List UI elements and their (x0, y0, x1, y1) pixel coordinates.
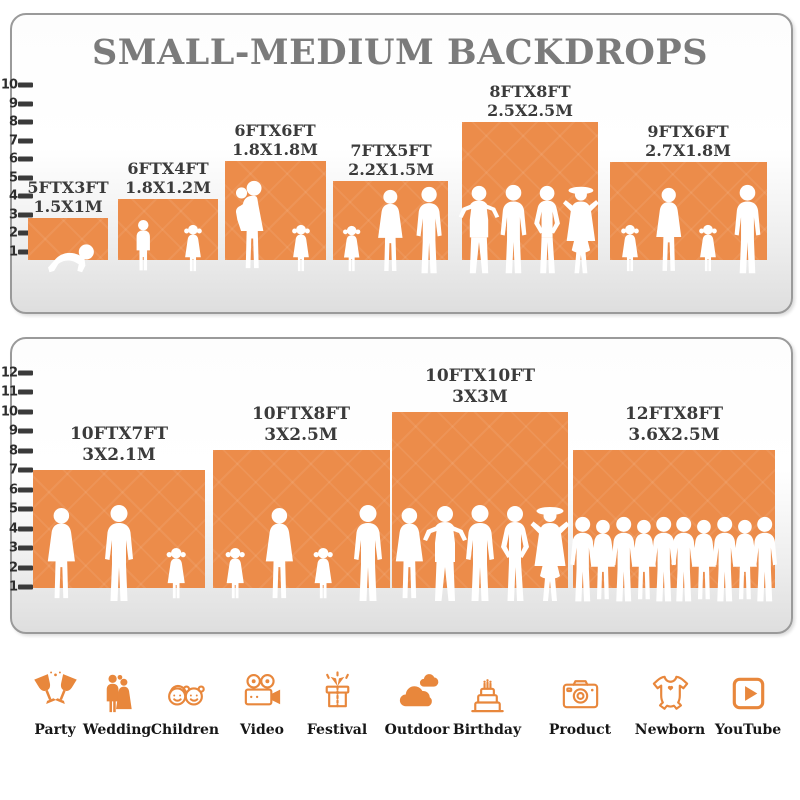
person-silhouette-woman (650, 187, 687, 276)
backdrop-rect-12ftx8ft (573, 450, 775, 588)
category-label: Product (548, 722, 612, 738)
backdrop-size-label: 6FTX4FT 1.8X1.2M (125, 159, 211, 197)
person-silhouette-baby-crawl (40, 242, 97, 276)
backdrop-size-label: 5FTX3FT 1.5X1M (27, 178, 109, 216)
gift-box-icon (325, 671, 349, 708)
category-label: Birthday (452, 722, 522, 738)
person-silhouette-woman-baby (229, 179, 272, 276)
backdrop-size-label: 7FTX5FT 2.2X1.5M (348, 141, 434, 179)
backdrop-rect-10ftx8ft (213, 450, 390, 588)
clouds-icon (399, 674, 438, 707)
backdrop-size-label: 8FTX8FT 2.5X2.5M (487, 82, 573, 120)
backdrop-rect-7ftx5ft (333, 181, 448, 260)
category-label: Video (240, 722, 284, 738)
backdrop-rect-6ftx4ft (118, 199, 218, 260)
category-newborn: Newborn (627, 670, 713, 738)
backdrop-rect-8ftx8ft (462, 122, 598, 260)
category-label: Wedding (82, 722, 152, 738)
person-silhouette-man (349, 504, 387, 604)
camera-icon (562, 680, 598, 709)
person-silhouette-man (730, 184, 765, 276)
backdrop-rect-5ftx3ft (28, 218, 108, 260)
backdrop-rect-10ftx7ft (33, 470, 205, 588)
category-label: YouTube (714, 722, 782, 738)
category-birthday: Birthday (444, 670, 530, 738)
category-label: Newborn (634, 722, 706, 738)
video-camera-icon (244, 674, 280, 706)
backdrop-size-label: 6FTX6FT 1.8X1.8M (232, 121, 318, 159)
person-silhouette-man (412, 186, 446, 276)
backdrop-rect-9ftx6ft (610, 162, 767, 260)
category-outdoor: Outdoor (374, 670, 460, 738)
category-label: Festival (306, 722, 368, 738)
person-silhouette-woman (372, 189, 409, 276)
birthday-cake-icon (470, 679, 504, 713)
person-silhouette-woman (259, 507, 300, 604)
category-label: Children (150, 722, 220, 738)
person-silhouette-man (100, 504, 138, 604)
category-product: Product (537, 670, 623, 738)
backdrop-size-label: 10FTX7FT 3X2.1M (69, 424, 169, 465)
backdrop-rect-10ftx10ft (392, 412, 568, 588)
person-silhouette-boy (129, 219, 158, 276)
person-silhouette-man (748, 516, 781, 604)
category-party: Party (12, 670, 98, 738)
backdrop-size-label: 10FTX10FT 3X3M (425, 366, 535, 407)
person-silhouette-girl (338, 225, 365, 276)
page-title: SMALL-MEDIUM BACKDROPS (91, 32, 709, 73)
person-silhouette-girl (161, 547, 191, 604)
children-icon (167, 684, 205, 706)
youtube-play-icon (732, 677, 764, 710)
category-label: Outdoor (384, 722, 450, 738)
category-youtube: YouTube (705, 670, 791, 738)
category-wedding: Wedding (74, 670, 160, 738)
category-children: Children (142, 670, 228, 738)
person-silhouette-girl (220, 547, 250, 604)
backdrop-rect-6ftx6ft (225, 161, 326, 260)
person-silhouette-woman-hat (557, 184, 605, 276)
person-silhouette-girl (308, 547, 338, 604)
category-festival: Festival (294, 670, 380, 738)
backdrop-size-label: 12FTX8FT 3.6X2.5M (624, 404, 724, 445)
category-video: Video (219, 670, 305, 738)
backdrop-size-label: 9FTX6FT 2.7X1.8M (645, 122, 731, 160)
baby-onesie-icon (652, 675, 688, 710)
backdrop-size-label: 10FTX8FT 3X2.5M (251, 404, 351, 445)
wedding-icon (106, 674, 132, 713)
person-silhouette-girl (616, 224, 644, 276)
category-label: Party (34, 722, 76, 738)
party-icon (33, 671, 77, 704)
person-silhouette-woman (41, 507, 82, 604)
person-silhouette-girl (287, 224, 315, 276)
person-silhouette-girl (179, 224, 207, 276)
person-silhouette-girl (694, 224, 722, 276)
